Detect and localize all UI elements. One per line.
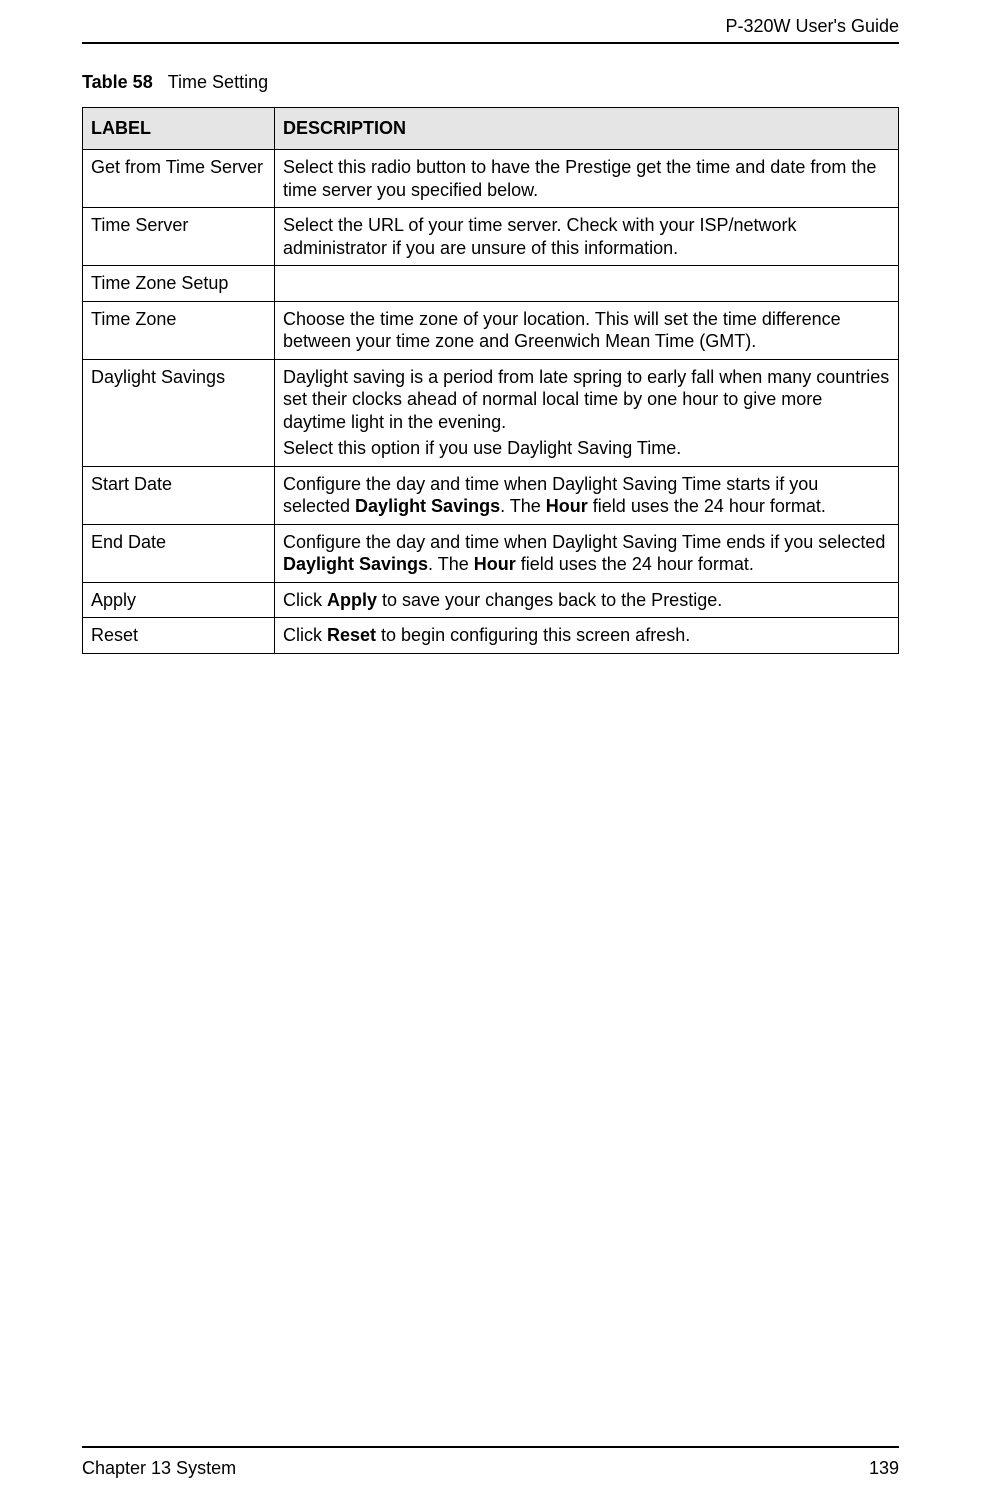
col-header-label: LABEL: [83, 108, 275, 150]
cell-description: [275, 266, 899, 302]
page-header: P-320W User's Guide: [82, 0, 899, 44]
table-caption: Table 58 Time Setting: [82, 72, 899, 93]
footer-chapter: Chapter 13 System: [82, 1458, 236, 1479]
time-setting-table: LABEL DESCRIPTION Get from Time ServerSe…: [82, 107, 899, 654]
col-header-description: DESCRIPTION: [275, 108, 899, 150]
cell-label: Daylight Savings: [83, 359, 275, 466]
page-footer: Chapter 13 System 139: [82, 1446, 899, 1479]
content-area: Table 58 Time Setting LABEL DESCRIPTION …: [82, 44, 899, 654]
cell-label: Reset: [83, 618, 275, 654]
table-row: Get from Time ServerSelect this radio bu…: [83, 150, 899, 208]
cell-label: End Date: [83, 524, 275, 582]
table-row: Time ServerSelect the URL of your time s…: [83, 208, 899, 266]
table-row: ResetClick Reset to begin configuring th…: [83, 618, 899, 654]
table-row: End DateConfigure the day and time when …: [83, 524, 899, 582]
table-number: Table 58: [82, 72, 153, 92]
table-title: Time Setting: [168, 72, 268, 92]
cell-description: Choose the time zone of your location. T…: [275, 301, 899, 359]
table-row: Time ZoneChoose the time zone of your lo…: [83, 301, 899, 359]
cell-description: Click Apply to save your changes back to…: [275, 582, 899, 618]
table-row: Daylight SavingsDaylight saving is a per…: [83, 359, 899, 466]
table-row: Start DateConfigure the day and time whe…: [83, 466, 899, 524]
cell-label: Start Date: [83, 466, 275, 524]
page-container: P-320W User's Guide Table 58 Time Settin…: [82, 0, 899, 1503]
cell-description: Select this radio button to have the Pre…: [275, 150, 899, 208]
cell-description: Select the URL of your time server. Chec…: [275, 208, 899, 266]
cell-description: Daylight saving is a period from late sp…: [275, 359, 899, 466]
cell-label: Apply: [83, 582, 275, 618]
table-row: Time Zone Setup: [83, 266, 899, 302]
cell-label: Time Zone: [83, 301, 275, 359]
cell-description: Configure the day and time when Daylight…: [275, 524, 899, 582]
table-body: Get from Time ServerSelect this radio bu…: [83, 150, 899, 654]
table-header-row: LABEL DESCRIPTION: [83, 108, 899, 150]
document-title: P-320W User's Guide: [726, 16, 900, 37]
cell-description: Configure the day and time when Daylight…: [275, 466, 899, 524]
table-row: ApplyClick Apply to save your changes ba…: [83, 582, 899, 618]
cell-label: Get from Time Server: [83, 150, 275, 208]
footer-page-number: 139: [869, 1458, 899, 1479]
cell-label: Time Server: [83, 208, 275, 266]
cell-description: Click Reset to begin configuring this sc…: [275, 618, 899, 654]
cell-label: Time Zone Setup: [83, 266, 275, 302]
